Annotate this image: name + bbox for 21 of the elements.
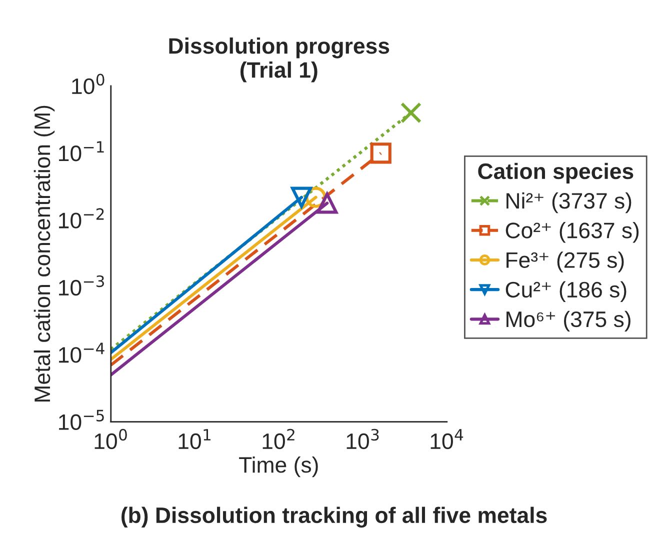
legend-label: Fe³⁺ (275 s) [506,252,624,272]
legend-title: Cation species [478,162,634,184]
y-axis-title: Metal cation concentration (M) [34,106,55,402]
y-tick-label: 10$^{0}$ [72,74,104,94]
x-axis-title: Time (s) [239,456,318,478]
y-tick-label: 10$^{−2}$ [59,208,104,228]
legend-label: Cu²⁺ (186 s) [506,281,626,302]
y-tick-label: 10$^{−1}$ [59,141,104,162]
y-tick-label: 10$^{−4}$ [59,342,104,363]
text: (b) Dissolution tracking of all five metals [122,506,547,528]
legend-label: Co²⁺ (1637 s) [506,222,639,243]
legend-label: Mo⁶⁺ (375 s) [506,310,630,332]
y-tick-label: 10$^{−5}$ [59,410,104,430]
x-tick-label: 10$^{2}$ [262,428,294,450]
legend-label: Ni²⁺ (3737 s) [506,192,632,214]
x-tick-label: 10$^{3}$ [346,428,379,450]
y-tick-label: 10$^{−3}$ [59,275,104,296]
chart-title: Dissolution progress (Trial 1) [169,38,390,82]
x-tick-label: 10$^{1}$ [178,429,211,450]
x-tick-label: 10$^{0}$ [94,428,127,450]
x-tick-label: 10$^{4}$ [430,429,464,450]
